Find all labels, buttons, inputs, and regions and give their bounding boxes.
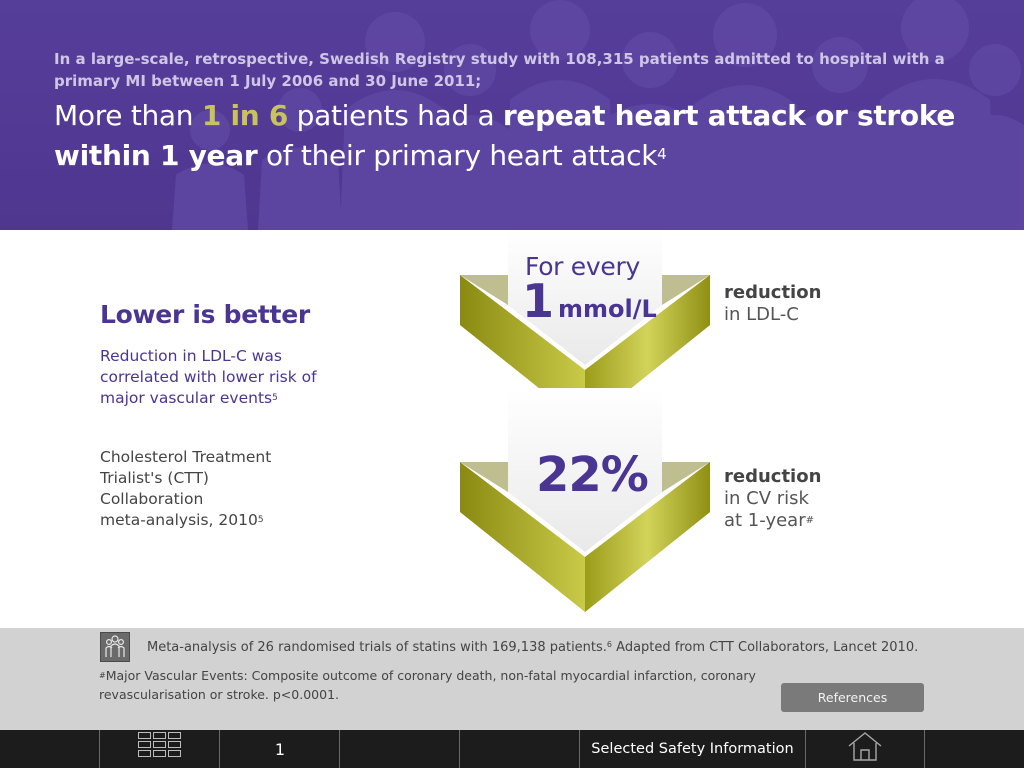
side-label-text: in CV risk (724, 488, 809, 509)
headline-text: More than (54, 99, 202, 132)
footnote-text: Major Vascular Events: Composite outcome… (99, 668, 756, 702)
headline-text: of their primary heart attack (257, 139, 658, 172)
crowd-silhouette-background (172, 0, 1024, 230)
reference-marker: 5 (272, 393, 278, 403)
ldl-reduction-value: 1 mmol/L (522, 274, 657, 328)
nav-divider (99, 730, 100, 768)
header-banner: In a large-scale, retrospective, Swedish… (0, 0, 1024, 230)
chevron-graphic (460, 230, 710, 612)
lower-is-better-body: Reduction in LDL-C was correlated with l… (100, 346, 330, 409)
references-button[interactable]: References (781, 683, 924, 712)
nav-divider (219, 730, 220, 768)
cv-risk-label: reduction in CV risk at 1-year# (724, 466, 821, 532)
headline-text: patients had a (288, 99, 503, 132)
nav-divider (459, 730, 460, 768)
page-number[interactable]: 1 (274, 739, 286, 759)
reference-marker: 5 (257, 515, 264, 525)
chevron-bottom (460, 388, 710, 612)
ctt-line: Cholesterol Treatment (100, 448, 272, 466)
footnote-text: Meta-analysis of 26 randomised trials of… (147, 640, 607, 655)
nav-divider (339, 730, 340, 768)
ctt-line: Trialist's (CTT) (100, 469, 209, 487)
reference-marker: # (99, 671, 106, 680)
cv-risk-percent: 22% (536, 447, 649, 503)
lower-is-better-text: Reduction in LDL-C was correlated with l… (100, 347, 317, 407)
safety-information-button[interactable]: Selected Safety Information (591, 741, 794, 757)
nav-divider (579, 730, 580, 768)
ldl-reduction-label: reduction in LDL-C (724, 282, 821, 326)
side-label-bold: reduction (724, 282, 822, 303)
nav-divider (805, 730, 806, 768)
side-label-bold: reduction (724, 466, 822, 487)
footnote-mve-definition: #Major Vascular Events: Composite outcom… (99, 666, 779, 704)
ldl-unit: mmol/L (558, 295, 657, 323)
side-label-text: in LDL-C (724, 304, 799, 325)
footnote-meta-analysis: Meta-analysis of 26 randomised trials of… (147, 640, 918, 655)
for-every-label: For every (525, 252, 640, 281)
headline-bold: within 1 year (54, 139, 258, 172)
home-icon[interactable] (846, 730, 884, 762)
nav-divider (924, 730, 925, 768)
side-label-text: at 1-year (724, 510, 806, 531)
grid-menu-icon[interactable] (138, 732, 182, 758)
ctt-line: meta-analysis, 2010 (100, 511, 258, 529)
ctt-source-text: Cholesterol Treatment Trialist's (CTT) C… (100, 447, 300, 531)
headline-accent: 1 in 6 (201, 99, 289, 132)
reference-marker: # (805, 515, 814, 526)
footnote-text: Adapted from CTT Collaborators, Lancet 2… (612, 640, 919, 655)
study-intro-text: In a large-scale, retrospective, Swedish… (54, 50, 945, 90)
reference-marker: 6 (606, 640, 613, 649)
headline-bold: repeat heart attack or stroke (502, 99, 956, 132)
lower-is-better-title: Lower is better (100, 300, 310, 329)
people-group-icon (100, 632, 130, 662)
headline-reference: 4 (657, 145, 667, 163)
ctt-line: Collaboration (100, 490, 204, 508)
footnote-band (0, 628, 1024, 730)
ldl-number: 1 (522, 274, 555, 328)
page-headline: More than 1 in 6 patients had a repeat h… (54, 96, 984, 176)
